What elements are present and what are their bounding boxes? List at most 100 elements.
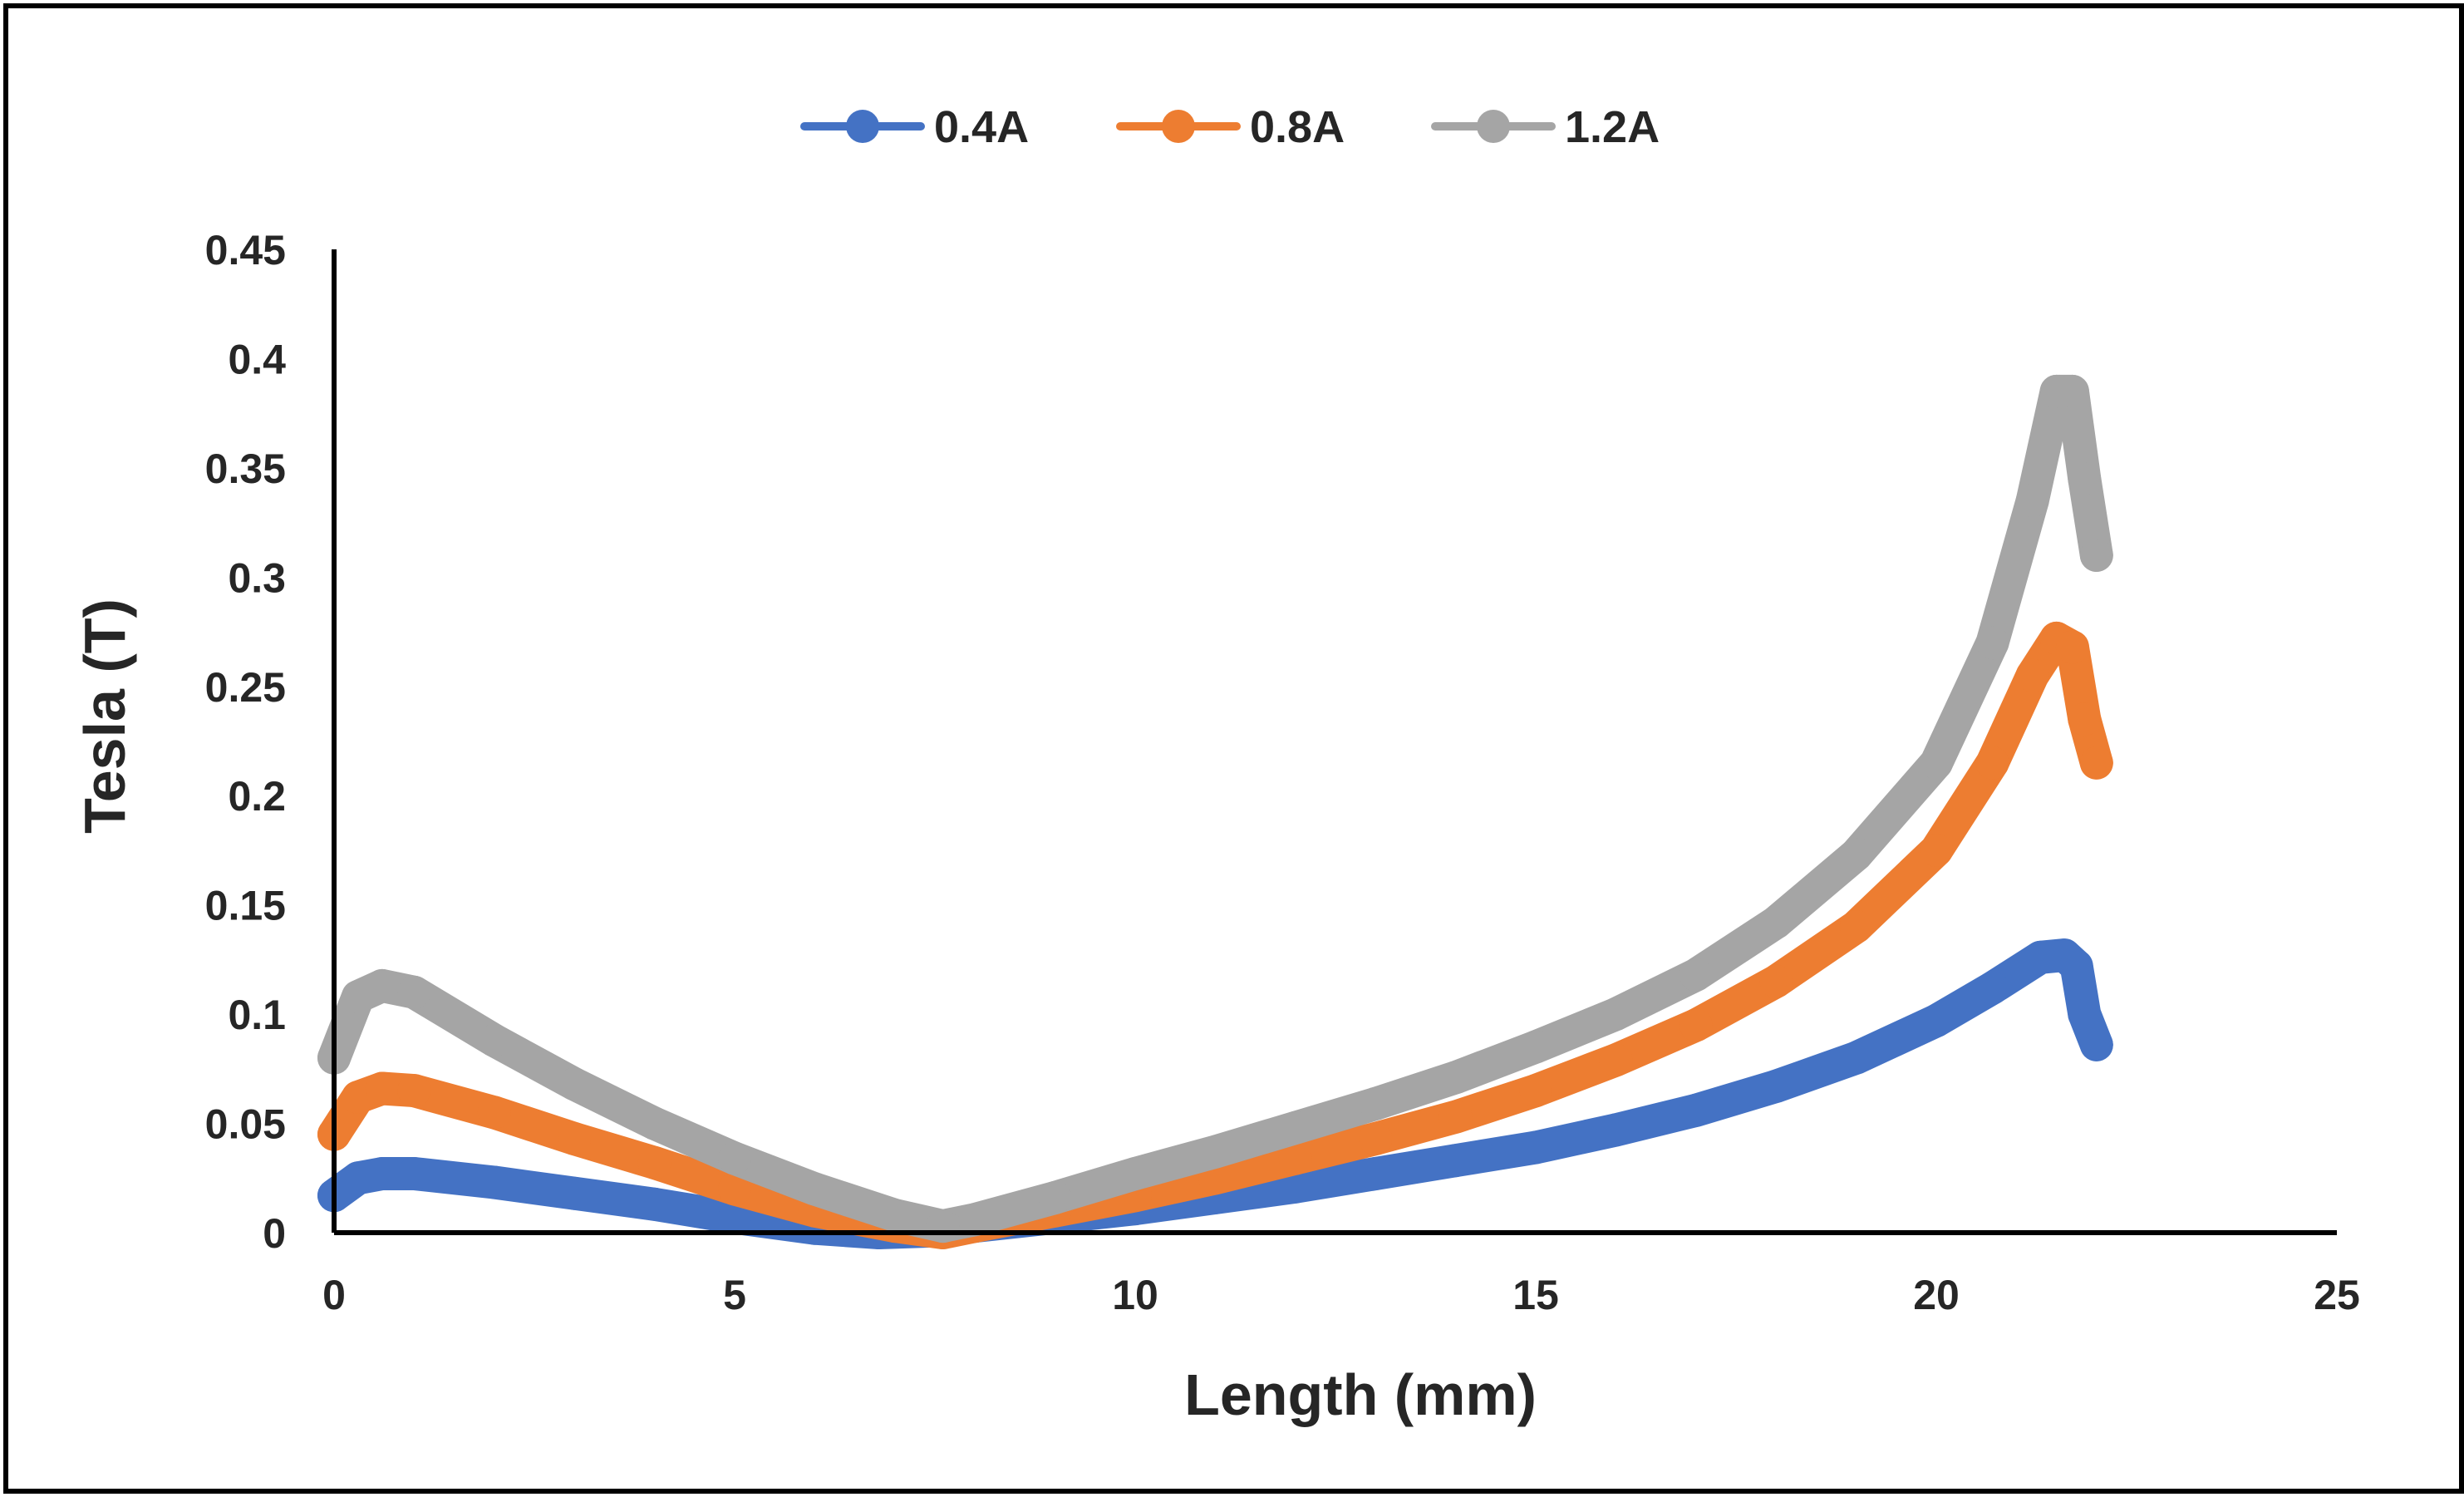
data-point [397, 1157, 431, 1190]
legend-item: 1.2A [1431, 102, 1660, 152]
data-point [365, 1071, 399, 1106]
y-tick-label: 0.4 [228, 336, 286, 382]
data-point [2055, 374, 2089, 408]
data-point [1975, 971, 2009, 1005]
data-point [1519, 1130, 1552, 1165]
data-point [558, 1176, 592, 1210]
data-point [2068, 702, 2102, 736]
legend: 0.4A 0.8A 1.2A [800, 102, 1660, 152]
data-point [1359, 1086, 1393, 1120]
chart-svg: 0.4A 0.8A 1.2A 0 5 10 15 20 25 0 0.05 0.1 0.15 0.2 0… [72, 102, 2360, 1427]
data-point [1359, 1122, 1393, 1155]
data-point [1679, 1008, 1713, 1042]
y-tick-label: 0.25 [205, 664, 286, 711]
y-tick-label: 0.05 [205, 1101, 286, 1148]
legend-label: 0.4A [934, 102, 1029, 152]
x-tick-label: 10 [1112, 1272, 1158, 1318]
legend-marker [1477, 110, 1510, 143]
axes [332, 249, 2337, 1235]
series-1.2A [317, 374, 2113, 1243]
x-tick-label: 15 [1512, 1272, 1559, 1318]
data-point [2055, 630, 2089, 664]
y-tick-label: 0.1 [228, 992, 286, 1038]
data-point [1519, 1074, 1552, 1108]
data-point [1278, 1110, 1312, 1145]
y-tick-label: 0.35 [205, 446, 286, 492]
data-point [397, 1074, 431, 1108]
data-point [1439, 1100, 1473, 1134]
data-point [1839, 1041, 1873, 1075]
data-point [1759, 964, 1793, 998]
data-point [558, 1122, 592, 1155]
x-tick-label: 5 [723, 1272, 746, 1318]
data-point [798, 1172, 832, 1206]
legend-item: 0.4A [800, 102, 1029, 152]
legend-label: 1.2A [1565, 102, 1660, 152]
data-point [1920, 1004, 1953, 1037]
data-point [2015, 484, 2049, 518]
data-point [1920, 833, 1953, 867]
data-point [2015, 658, 2049, 692]
data-point [1439, 1144, 1473, 1178]
data-point [2068, 997, 2102, 1032]
data-point [1975, 626, 2009, 660]
data-point [878, 1199, 912, 1232]
data-point [718, 1141, 751, 1175]
data-point [1759, 1069, 1793, 1103]
data-point [1599, 1113, 1633, 1147]
data-point [1359, 1157, 1393, 1190]
data-point [1038, 1180, 1072, 1214]
x-tick-label: 0 [322, 1272, 346, 1318]
data-point [1599, 1043, 1633, 1077]
data-point [718, 1172, 751, 1206]
data-point [558, 1067, 592, 1101]
data-point [477, 1096, 511, 1130]
legend-marker [846, 110, 879, 143]
data-point [397, 975, 431, 1009]
legend-label: 0.8A [1250, 102, 1345, 152]
y-tick-label: 0.15 [205, 883, 286, 929]
x-tick-label: 25 [2314, 1272, 2360, 1318]
data-point [958, 1203, 992, 1237]
data-point [1519, 1030, 1552, 1064]
data-point [1278, 1141, 1312, 1175]
data-point [2068, 462, 2102, 495]
data-point [637, 1145, 671, 1179]
data-point [637, 1187, 671, 1221]
data-point [718, 1200, 751, 1234]
y-tick-label: 0.2 [228, 773, 286, 820]
data-point [1679, 958, 1713, 992]
legend-marker [1162, 110, 1195, 143]
x-tick-label: 20 [1913, 1272, 1960, 1318]
data-point [1839, 910, 1873, 943]
series-line [317, 374, 2113, 1243]
data-point [1599, 997, 1633, 1032]
data-point [2079, 539, 2113, 572]
data-point [2079, 1027, 2113, 1061]
data-point [1679, 1093, 1713, 1127]
data-point [477, 1023, 511, 1057]
x-tick-labels: 0 5 10 15 20 25 [322, 1272, 2360, 1318]
y-tick-labels: 0 0.05 0.1 0.15 0.2 0.25 0.3 0.35 0.4 0.45 [205, 227, 287, 1257]
data-point [2079, 746, 2113, 780]
data-point [1920, 746, 1953, 780]
legend-item: 0.8A [1116, 102, 1345, 152]
data-point [365, 1157, 399, 1190]
data-point [1278, 1170, 1312, 1204]
series-layer [317, 374, 2113, 1249]
x-axis-title: Length (mm) [1184, 1362, 1537, 1427]
y-axis-title: Tesla (T) [72, 598, 137, 834]
data-point [1119, 1157, 1152, 1190]
y-tick-label: 0.3 [228, 554, 286, 601]
data-point [1759, 905, 1793, 939]
data-point [1198, 1135, 1232, 1169]
data-point [926, 1209, 960, 1243]
y-tick-label: 0.45 [205, 227, 286, 273]
data-point [637, 1106, 671, 1140]
chart-frame: 0.4A 0.8A 1.2A 0 5 10 15 20 25 0 0.05 0.1 0.15 0.2 0… [3, 3, 2464, 1494]
data-point [2024, 940, 2058, 974]
data-point [365, 968, 399, 1002]
data-point [1439, 1061, 1473, 1095]
data-point [477, 1165, 511, 1199]
data-point [1975, 746, 2009, 780]
